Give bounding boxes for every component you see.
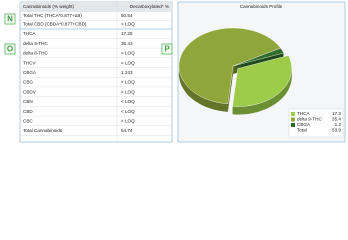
marker-letter: N (7, 15, 13, 24)
row-value: 35.43 (121, 41, 133, 46)
row-label: delta 9-THC (23, 41, 48, 46)
row-label: CBD (23, 109, 33, 114)
total-label: Total CBD (CBDA*0.877+CBD) (23, 22, 87, 27)
row-value: 17.28 (121, 31, 133, 36)
legend-value: 1.2 (335, 122, 342, 127)
row-label: CBN (23, 99, 33, 104)
pie-slice (232, 55, 292, 107)
total-value: < LOQ (121, 22, 135, 27)
row-label: Total Cannabinoids (23, 128, 63, 133)
legend-swatch (291, 112, 295, 116)
row-value: 54.74 (121, 128, 133, 133)
row-label: THCA (23, 31, 36, 36)
report: Cannabinoids Profile Cannabinoids (% wei… (4, 1, 346, 143)
marker-letter: O (7, 45, 13, 54)
total-label: Total THC (THCA*0.877+Δ9) (23, 13, 82, 18)
legend-swatch (291, 123, 295, 127)
row-value: < LOQ (121, 119, 135, 124)
row-label: THCV (23, 60, 36, 65)
row-label: delta 8-THC (23, 51, 48, 56)
table-header-bg (20, 2, 172, 12)
marker-letter: P (164, 45, 170, 54)
row-label: CBG (23, 80, 33, 85)
row-value: < LOQ (121, 109, 135, 114)
marker-box (4, 13, 16, 25)
legend-box (288, 108, 344, 138)
legend-label: THCA (297, 111, 310, 116)
row-value: < LOQ (121, 51, 135, 56)
header-cell: Cannabinoids (% weight) (23, 4, 75, 9)
chart-title: Cannabinoids Profile (240, 4, 283, 9)
marker-box (161, 43, 173, 55)
total-value: 50.54 (121, 13, 133, 18)
header-cell: Decarboxylated* % (130, 4, 169, 9)
row-value: < LOQ (121, 60, 135, 65)
marker-box (4, 43, 16, 55)
row-label: CBDV (23, 89, 37, 94)
legend-value: 17.3 (332, 111, 341, 116)
legend-total-label: Total (297, 128, 307, 133)
legend-swatch (291, 117, 295, 122)
pie-slice (232, 47, 285, 67)
legend-label: CBGA (297, 122, 311, 127)
row-value: 1.243 (121, 70, 133, 75)
table-panel (19, 1, 173, 143)
row-value: < LOQ (121, 80, 135, 85)
legend-label: delta 9-THC (297, 117, 322, 122)
row-value: < LOQ (121, 89, 135, 94)
row-label: CBGA (23, 70, 37, 75)
legend-total: 53.9 (332, 128, 341, 133)
row-label: CBC (23, 119, 33, 124)
legend-value: 35.4 (332, 117, 341, 122)
pie-slice (178, 27, 281, 105)
row-value: < LOQ (121, 99, 135, 104)
